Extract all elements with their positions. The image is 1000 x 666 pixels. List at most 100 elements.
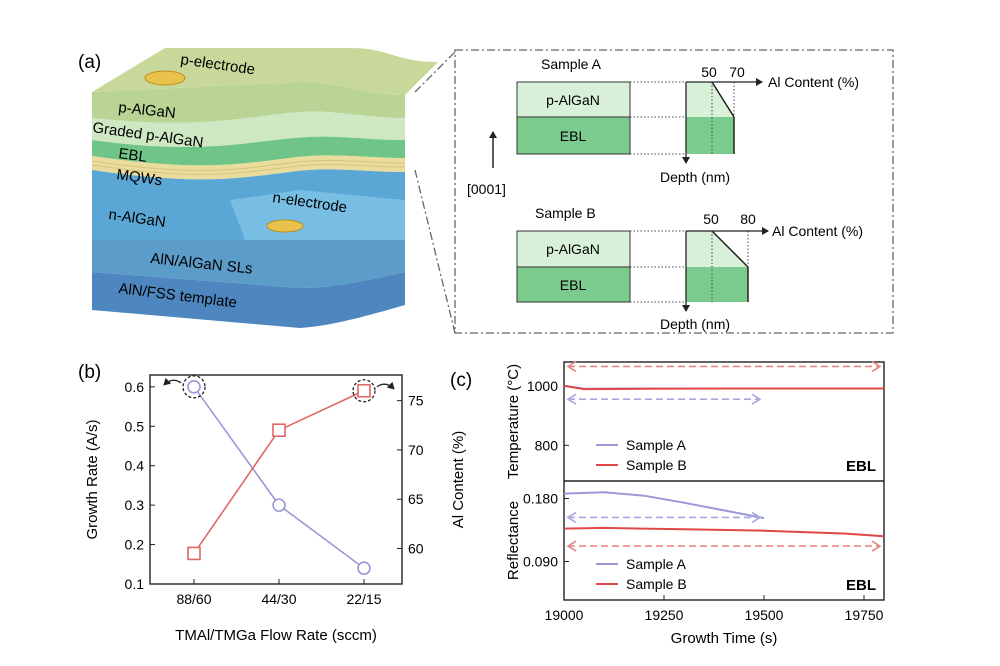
label-p-algan: p-AlGaN [118,99,177,122]
sample-b-profile-slope [711,230,749,268]
chart-c-tag: EBL [846,458,876,475]
chart-b-ytick-label: 0.1 [125,576,145,592]
chart-c-span-arrowhead [566,540,577,552]
chart-b-point [357,383,371,398]
sample-a-axis-label: Al Content (%) [768,74,859,90]
panel-label-c: (c) [450,370,472,391]
chart-b-xtick-label: 88/60 [176,591,211,607]
sample-a-graded-fill [686,82,734,117]
sample-b-schematic: Sample B p-AlGaN EBL 50 80 Al Content (%… [516,205,863,332]
label-ebl: EBL [117,145,147,166]
chart-c-ytick-label: 0.180 [523,491,558,507]
chart-b-xlabel: TMAl/TMGa Flow Rate (sccm) [175,627,377,644]
n-electrode-pad [266,219,304,233]
sample-a-p-algan-label: p-AlGaN [546,92,600,108]
chart-b-highlight-ring [352,379,376,403]
chart-c-span-arrowhead [751,393,762,405]
sample-a-ebl-box [516,116,631,155]
chart-c-tag: EBL [846,577,876,594]
sample-b-p-algan-label: p-AlGaN [546,241,600,257]
chart-b-xtick-label: 44/30 [261,591,296,607]
chart-c-legend-label: Sample A [626,437,687,453]
label-mqws: MQWs [115,166,163,189]
chart-b-y2tick-label: 65 [408,491,424,507]
chart-c-ylabel: Temperature (°C) [505,364,522,479]
sample-b-ebl-label: EBL [560,277,587,293]
layer-mqws-stripes [91,159,406,175]
chart-c-span-arrowhead [751,511,762,524]
panel-label-a: (a) [78,52,101,73]
sample-a-title: Sample A [541,56,602,72]
sample-b-tick-50: 50 [703,211,719,227]
chart-c-ytick-label: 1000 [527,378,558,394]
device-stack [91,48,438,328]
chart-c-xlabel: Growth Time (s) [671,630,778,647]
chart-b-y2label: Al Content (%) [450,431,467,529]
sample-b-graded-fill [686,231,748,267]
layer-ebl [92,136,405,166]
sample-b-depth-label: Depth (nm) [660,316,730,332]
chart-b-xtick-label: 22/15 [346,591,381,607]
chart-b-highlight-ring [182,375,206,399]
sample-b-tick-80: 80 [740,211,756,227]
sample-a-tick-70: 70 [729,64,745,80]
chart-b-frame [149,374,403,585]
sample-a-profile-slope [711,81,735,118]
sample-a-tick-50: 50 [701,64,717,80]
chart-b-y2tick-label: 60 [408,541,424,557]
chart-b-point [357,561,371,576]
chart-b-series-line [193,390,365,554]
chart-b-ylabel: Growth Rate (A/s) [84,419,101,539]
layer-sls [92,240,405,288]
chart-b-ytick-label: 0.6 [125,379,145,395]
chart-b: 0.1 0.2 0.3 0.4 0.5 0.6 60 65 70 75 88/60 44/30 22/1… [84,374,467,644]
chart-c-xtick-label: 19750 [845,607,884,623]
inset-frame [454,49,894,334]
sample-b-axis-label: Al Content (%) [772,223,863,239]
p-electrode-pad [144,70,186,86]
chart-c-series-line [563,526,885,538]
sample-b-ebl-fill [686,267,748,302]
chart-c-series-line [563,384,884,391]
chart-c-series-line [563,491,765,520]
chart-b-axis-arrow [376,381,395,390]
callout-line-top [414,51,456,93]
chart-c-ylabel: Reflectance [505,501,522,580]
chart-c-xtick-label: 19500 [745,607,784,623]
chart-b-point [187,546,201,561]
chart-c-legend-label: Sample B [626,457,687,473]
sample-b-title: Sample B [535,205,596,221]
chart-b-ytick-label: 0.5 [125,418,145,434]
chart-c-span-arrowhead [871,360,882,373]
chart-c: 800 1000 Temperature (°C) Sample A Sample B E… [505,360,885,647]
chart-c-span-arrowhead [566,511,577,524]
sample-b-p-algan-box [516,230,631,268]
chart-c-legend-label: Sample B [626,576,687,592]
chart-b-point [272,498,286,512]
chart-c-span-arrowhead [566,393,577,405]
direction-label: [0001] [467,181,506,197]
chart-c-span-arrowhead [871,540,882,552]
layer-graded-p-algan [92,111,405,148]
chart-b-point [272,423,286,438]
callout-line-bottom [414,169,456,334]
chart-b-ytick-label: 0.2 [125,537,145,553]
layer-template [92,272,405,328]
chart-b-point [187,380,201,394]
sample-a-ebl-fill [686,117,734,154]
chart-c-xtick-label: 19000 [545,607,584,623]
chart-b-series-line [193,386,365,569]
sample-a-depth-label: Depth (nm) [660,169,730,185]
chart-b-y2tick-label: 70 [408,442,424,458]
chart-c-xtick-label: 19250 [645,607,684,623]
sample-a-ebl-label: EBL [560,128,587,144]
layer-p-algan [92,82,405,123]
sample-b-ebl-box [516,266,631,303]
sample-a-p-algan-box [516,81,631,118]
sample-a-schematic: Sample A p-AlGaN EBL 50 70 Al Content (%… [516,56,859,185]
chart-c-ytick-label: 800 [535,437,559,453]
chart-b-axis-arrow [163,377,182,386]
chart-b-ytick-label: 0.3 [125,497,145,513]
panel-label-b: (b) [78,362,101,383]
